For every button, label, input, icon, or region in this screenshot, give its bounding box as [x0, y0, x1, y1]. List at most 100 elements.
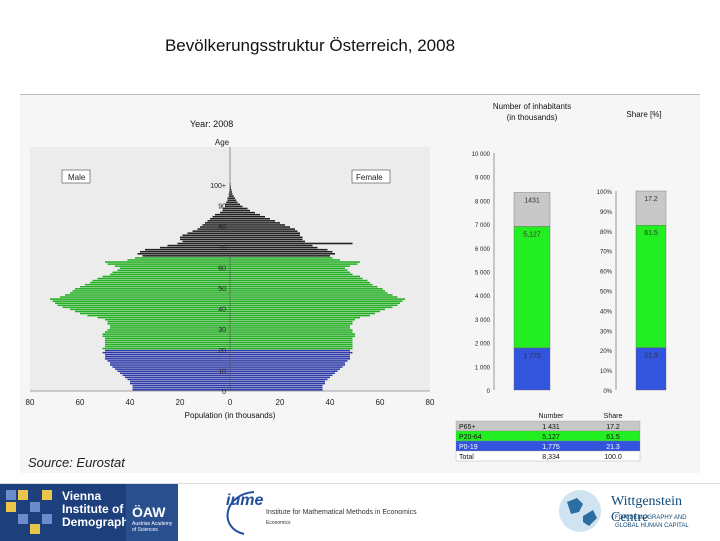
pyramid-bar-male	[58, 305, 231, 307]
pyramid-bar-female	[230, 259, 340, 261]
pyramid-bar-female	[230, 206, 243, 208]
pyramid-bar-female	[230, 335, 355, 337]
share-bar-data-label: 17.2	[644, 196, 658, 203]
pyramid-bar-female	[230, 204, 240, 206]
pyramid-bar-female	[230, 356, 350, 358]
pyramid-bar-female	[230, 288, 383, 290]
pyramid-bar-female	[230, 241, 305, 243]
pyramid-bar-male	[105, 261, 230, 263]
pyramid-bar-male	[133, 387, 231, 389]
pyramid-bar-female	[230, 210, 250, 212]
pyramid-bar-male	[50, 298, 230, 300]
number-bar-tick: 8 000	[475, 199, 491, 205]
pyramid-bar-female	[230, 284, 373, 286]
pyramid-bar-male	[120, 372, 230, 374]
wittgenstein-logo: Wittgenstein Centre FOR DEMOGRAPHY AND G…	[555, 484, 720, 541]
pyramid-bar-male	[70, 309, 230, 311]
pyramid-bar-female	[230, 195, 234, 197]
pyramid-bar-female	[230, 387, 323, 389]
pyramid-bar-male	[115, 265, 230, 267]
pyramid-age-tick: 40	[218, 307, 226, 314]
table-cell-label: Total	[459, 454, 474, 461]
pyramid-bar-male	[110, 325, 230, 327]
pyramid-bar-female	[230, 358, 350, 360]
pyramid-bar-female	[230, 298, 405, 300]
pyramid-bar-female	[230, 212, 255, 214]
share-bar-tick: 50%	[600, 290, 613, 296]
pyramid-bar-male	[55, 302, 230, 304]
pyramid-bar-female	[230, 224, 285, 226]
pyramid-bar-female	[230, 381, 325, 383]
pyramid-bar-female	[230, 208, 248, 210]
pyramid-bar-male	[88, 315, 231, 317]
pyramid-bar-female	[230, 305, 398, 307]
pyramid-age-tick: 50	[218, 286, 226, 293]
share-bar-tick: 10%	[600, 369, 613, 375]
pyramid-bar-male	[220, 212, 230, 214]
pyramid-bar-male	[215, 214, 230, 216]
number-bar-tick: 10 000	[472, 152, 491, 158]
pyramid-bar-female	[230, 261, 360, 263]
pyramid-bar-female	[230, 323, 353, 325]
pyramid-age-tick: 20	[218, 348, 226, 355]
legend-female-label: Female	[356, 173, 383, 182]
pyramid-bar-male	[103, 333, 231, 335]
pyramid-age-tick: 0	[222, 389, 226, 396]
pyramid-bar-male	[105, 331, 230, 333]
pyramid-bar-male	[98, 278, 231, 280]
pyramid-bar-female	[230, 274, 353, 276]
pyramid-bar-male	[60, 296, 230, 298]
pyramid-bar-female	[230, 331, 353, 333]
pyramid-bar-female	[230, 199, 236, 201]
pyramid-bar-male	[80, 313, 230, 315]
pyramid-bar-female	[230, 218, 270, 220]
pyramid-bar-male	[85, 284, 230, 286]
pyramid-bar-male	[90, 282, 230, 284]
number-bar-tick: 4 000	[475, 294, 491, 300]
pyramid-age-tick: 100+	[210, 183, 226, 190]
number-bar-data-label: 1 775	[523, 353, 541, 360]
pyramid-bar-male	[120, 267, 230, 269]
pyramid-bar-female	[230, 329, 353, 331]
pyramid-bar-male	[105, 319, 230, 321]
pyramid-bar-female	[230, 193, 233, 195]
pyramid-bar-male	[108, 329, 231, 331]
pyramid-bar-female	[230, 239, 303, 241]
pyramid-bar-female	[230, 232, 300, 234]
pyramid-bar-female	[230, 385, 323, 387]
pyramid-age-label: Age	[215, 138, 230, 147]
pyramid-bar-female	[230, 222, 280, 224]
table-cell-label: P20-64	[459, 434, 482, 441]
pyramid-bar-male	[130, 383, 230, 385]
pyramid-bar-female	[230, 354, 350, 356]
pyramid-bar-male	[188, 232, 231, 234]
number-title-line1: Number of inhabitants	[493, 102, 571, 111]
oaw-logo: ÖAW Austrian Academy of Sciences	[126, 484, 178, 541]
pyramid-x-tick: 0	[228, 398, 233, 407]
pyramid-bar-female	[230, 202, 238, 204]
pyramid-bar-female	[230, 296, 398, 298]
number-bar-data-label: 5,127	[523, 231, 541, 238]
pyramid-bar-female	[230, 230, 298, 232]
pyramid-bar-female	[230, 383, 325, 385]
pyramid-bar-male	[103, 276, 231, 278]
pyramid-bar-female	[230, 344, 353, 346]
pyramid-bar-female	[230, 317, 360, 319]
share-bar-tick: 60%	[600, 270, 613, 276]
pyramid-bar-male	[228, 199, 231, 201]
pyramid-bar-female	[230, 216, 265, 218]
pyramid-bar-male	[105, 350, 230, 352]
pyramid-bar-male	[226, 202, 230, 204]
pyramid-bar-female	[230, 226, 290, 228]
pyramid-bar-female	[230, 249, 328, 251]
pyramid-bar-female	[230, 360, 348, 362]
pyramid-bar-male	[183, 234, 231, 236]
pyramid-bar-male	[133, 389, 231, 391]
pyramid-bar-female	[230, 348, 353, 350]
pyramid-bar-female	[230, 265, 350, 267]
iume-logo: iume Institute for Mathematical Methods …	[214, 488, 514, 538]
pyramid-bar-male	[118, 370, 231, 372]
pyramid-bar-male	[105, 346, 230, 348]
table-cell-share: 21.3	[606, 444, 620, 451]
pyramid-title: Year: 2008	[190, 119, 233, 129]
